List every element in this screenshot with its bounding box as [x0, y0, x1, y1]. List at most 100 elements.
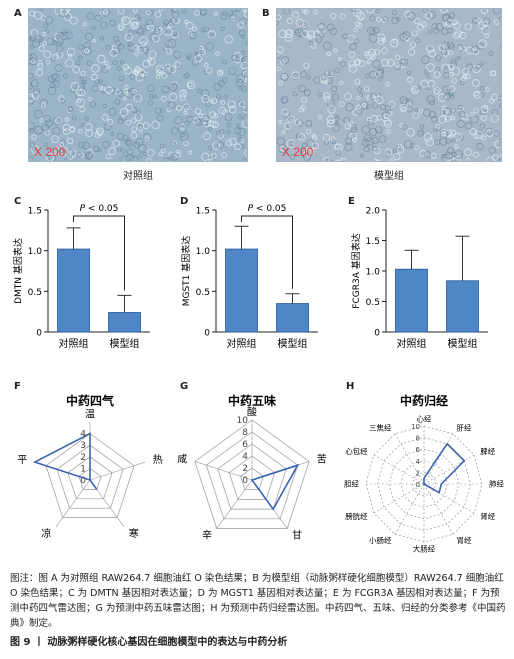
cell [148, 58, 156, 66]
radar-tick-label: 4 [416, 458, 421, 466]
cell [278, 29, 287, 38]
label-model-group: 模型组 [374, 171, 404, 182]
cell [280, 95, 289, 104]
cell [228, 67, 237, 76]
cell [63, 157, 70, 161]
cell [44, 16, 53, 25]
cell [29, 156, 34, 161]
cell [472, 151, 479, 158]
cell [37, 9, 43, 12]
cell [423, 9, 428, 13]
cell [147, 100, 154, 106]
cell [381, 17, 387, 23]
cell [89, 101, 97, 108]
cell [108, 87, 116, 95]
cell [192, 117, 199, 124]
cell [138, 127, 143, 132]
cell [216, 131, 221, 136]
cell [137, 16, 142, 22]
y-tick-label: 0 [36, 329, 42, 339]
cell [172, 9, 179, 13]
cell [29, 141, 36, 149]
cell [481, 25, 491, 35]
cell [375, 9, 380, 14]
cell [366, 9, 375, 14]
cell [125, 153, 134, 161]
cell [98, 86, 103, 91]
cell [339, 157, 348, 161]
cell [396, 144, 401, 150]
cell [124, 66, 132, 75]
cell [277, 54, 281, 59]
radar-axis-label: 大肠经 [413, 544, 436, 554]
cell [144, 136, 150, 142]
cell [331, 123, 341, 132]
x-tick-label: 模型组 [448, 337, 478, 350]
cell [211, 97, 218, 104]
cell [170, 29, 178, 37]
cell [450, 129, 457, 136]
cell [177, 64, 182, 70]
cell [485, 87, 490, 92]
cell [37, 60, 43, 66]
cell [52, 80, 60, 88]
cell [313, 76, 321, 84]
cell [475, 63, 481, 70]
cell [491, 109, 499, 116]
cell [29, 128, 34, 133]
cell [155, 74, 160, 80]
cell [424, 150, 432, 158]
cell [129, 74, 135, 80]
cell [464, 121, 473, 130]
cell [480, 105, 489, 114]
cell [224, 35, 233, 44]
radar-spoke [394, 433, 425, 485]
cell [116, 146, 122, 152]
cell [91, 25, 96, 31]
cell [330, 85, 338, 93]
cell [67, 154, 73, 160]
cell [323, 156, 331, 161]
cell [87, 60, 93, 66]
cell [397, 143, 402, 149]
cell [361, 125, 370, 134]
cell [76, 98, 82, 103]
cell [435, 124, 441, 129]
cell [361, 102, 367, 108]
cell [42, 40, 48, 46]
cell [31, 79, 39, 88]
cell [137, 45, 146, 54]
cell [312, 135, 318, 141]
cell [241, 104, 247, 112]
cell [443, 67, 449, 73]
cell [477, 42, 485, 50]
cell [281, 108, 289, 116]
cell [81, 122, 86, 128]
cell [212, 121, 219, 128]
cell [216, 69, 223, 76]
radar-axis-label: 心经 [417, 414, 432, 424]
cell [113, 47, 120, 55]
cell [331, 140, 336, 145]
cell [307, 30, 315, 39]
cell [289, 140, 296, 147]
cell [29, 72, 34, 80]
cell [349, 43, 357, 51]
cell [343, 117, 351, 125]
cell [202, 119, 209, 127]
cell [191, 26, 197, 32]
cell [78, 142, 85, 149]
cell [187, 82, 193, 88]
cell [82, 22, 87, 27]
cell [231, 9, 238, 13]
cell [146, 10, 151, 16]
cell [108, 107, 117, 116]
cell [402, 124, 408, 130]
cell [478, 39, 487, 49]
cell [322, 133, 331, 142]
cell [197, 88, 202, 94]
cell [188, 150, 193, 155]
cell [164, 40, 173, 49]
cell [412, 112, 420, 119]
cell [181, 9, 187, 14]
